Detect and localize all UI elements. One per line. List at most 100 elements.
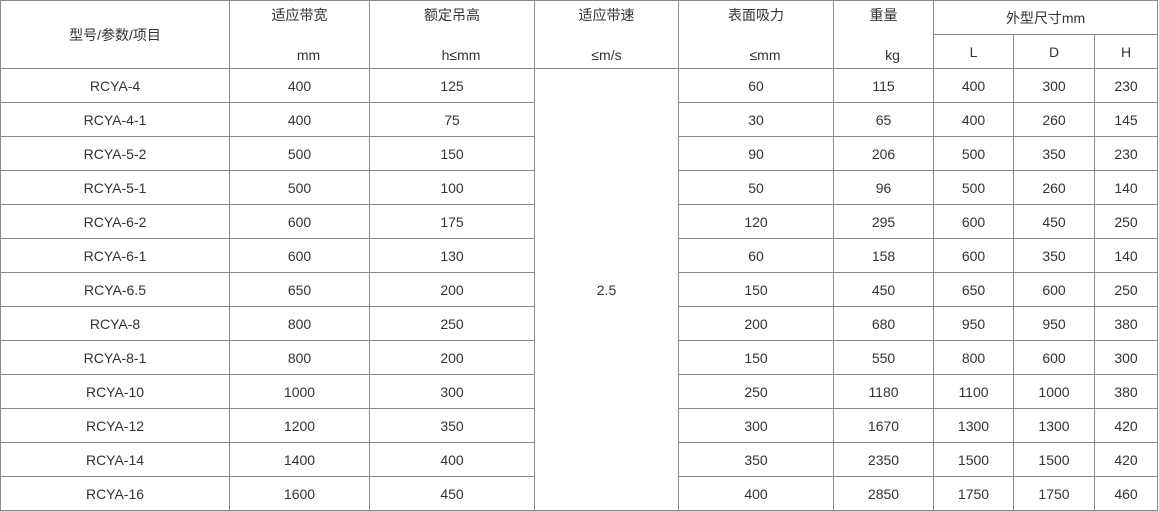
cell-force: 30 (678, 102, 834, 137)
cell-l: 950 (933, 306, 1014, 341)
cell-h: 145 (1093, 102, 1159, 137)
cell-height: 130 (369, 238, 535, 273)
cell-width: 800 (229, 306, 370, 341)
cell-width: 600 (229, 204, 370, 239)
cell-width: 400 (229, 102, 370, 137)
cell-l: 400 (933, 102, 1014, 137)
cell-h: 140 (1093, 170, 1159, 205)
cell-width: 800 (229, 340, 370, 375)
header-unit: h≤mm (441, 46, 481, 63)
cell-height: 125 (369, 68, 535, 103)
cell-model: RCYA-6-1 (0, 238, 230, 273)
cell-force: 150 (678, 272, 834, 307)
cell-h: 380 (1093, 374, 1159, 409)
cell-force: 200 (678, 306, 834, 341)
cell-model: RCYA-5-1 (0, 170, 230, 205)
header-dim-d: D (1013, 34, 1095, 69)
cell-l: 600 (933, 238, 1014, 273)
header-dim-l: L (933, 34, 1014, 69)
cell-width: 600 (229, 238, 370, 273)
table-row: RCYA-5-2 500 150 90 206 500 350 230 (0, 136, 1159, 171)
cell-width: 400 (229, 68, 370, 103)
cell-h: 230 (1093, 136, 1159, 171)
cell-weight: 2350 (833, 442, 934, 477)
cell-l: 1500 (933, 442, 1014, 477)
cell-height: 300 (369, 374, 535, 409)
cell-width: 650 (229, 272, 370, 307)
cell-force: 90 (678, 136, 834, 171)
cell-h: 300 (1093, 340, 1159, 375)
cell-l: 600 (933, 204, 1014, 239)
table-row: RCYA-4 400 125 2.5 60 115 400 300 230 (0, 68, 1159, 511)
cell-l: 500 (933, 136, 1014, 171)
table-row: RCYA-8-1 800 200 150 550 800 600 300 (0, 340, 1159, 375)
cell-model: RCYA-14 (0, 442, 230, 477)
header-belt-width: 适应带宽 mm (229, 0, 370, 69)
cell-force: 50 (678, 170, 834, 205)
cell-h: 460 (1093, 476, 1159, 511)
cell-h: 420 (1093, 442, 1159, 477)
cell-model: RCYA-8-1 (0, 340, 230, 375)
header-label: 适应带速 (578, 6, 635, 23)
cell-model: RCYA-6-2 (0, 204, 230, 239)
header-unit: mm (296, 46, 321, 63)
cell-d: 1000 (1013, 374, 1095, 409)
cell-weight: 550 (833, 340, 934, 375)
header-weight: 重量 kg (833, 0, 934, 69)
header-unit: ≤mm (749, 46, 781, 63)
cell-height: 200 (369, 340, 535, 375)
cell-l: 500 (933, 170, 1014, 205)
header-label: 表面吸力 (728, 6, 784, 23)
cell-h: 380 (1093, 306, 1159, 341)
header-label: 适应带宽 (271, 6, 328, 23)
cell-weight: 1670 (833, 408, 934, 443)
cell-height: 400 (369, 442, 535, 477)
cell-width: 1600 (229, 476, 370, 511)
cell-weight: 295 (833, 204, 934, 239)
cell-force: 60 (678, 68, 834, 103)
cell-h: 250 (1093, 272, 1159, 307)
cell-h: 250 (1093, 204, 1159, 239)
cell-weight: 158 (833, 238, 934, 273)
cell-width: 1000 (229, 374, 370, 409)
cell-width: 1400 (229, 442, 370, 477)
cell-l: 650 (933, 272, 1014, 307)
cell-model: RCYA-10 (0, 374, 230, 409)
cell-d: 950 (1013, 306, 1095, 341)
cell-model: RCYA-8 (0, 306, 230, 341)
cell-weight: 206 (833, 136, 934, 171)
table-row: RCYA-6.5 650 200 150 450 650 600 250 (0, 272, 1159, 307)
cell-height: 200 (369, 272, 535, 307)
table-row: RCYA-8 800 250 200 680 950 950 380 (0, 306, 1159, 341)
header-unit: kg (885, 46, 900, 63)
cell-model: RCYA-16 (0, 476, 230, 511)
cell-l: 800 (933, 340, 1014, 375)
cell-weight: 1180 (833, 374, 934, 409)
cell-model: RCYA-5-2 (0, 136, 230, 171)
header-dim-h: H (1093, 34, 1159, 69)
cell-weight: 65 (833, 102, 934, 137)
table-row: RCYA-14 1400 400 350 2350 1500 1500 420 (0, 442, 1159, 477)
cell-belt-speed: 2.5 (534, 68, 679, 511)
cell-height: 175 (369, 204, 535, 239)
cell-height: 350 (369, 408, 535, 443)
cell-d: 1750 (1013, 476, 1095, 511)
cell-force: 300 (678, 408, 834, 443)
cell-weight: 680 (833, 306, 934, 341)
cell-h: 420 (1093, 408, 1159, 443)
cell-model: RCYA-4 (0, 68, 230, 103)
cell-height: 75 (369, 102, 535, 137)
cell-force: 400 (678, 476, 834, 511)
cell-width: 1200 (229, 408, 370, 443)
cell-h: 140 (1093, 238, 1159, 273)
header-surface-force: 表面吸力 ≤mm (678, 0, 834, 69)
cell-d: 260 (1013, 102, 1095, 137)
table-row: RCYA-5-1 500 100 50 96 500 260 140 (0, 170, 1159, 205)
header-belt-speed: 适应带速 ≤m/s (534, 0, 679, 69)
cell-force: 120 (678, 204, 834, 239)
cell-width: 500 (229, 136, 370, 171)
cell-height: 150 (369, 136, 535, 171)
cell-model: RCYA-12 (0, 408, 230, 443)
cell-l: 400 (933, 68, 1014, 103)
